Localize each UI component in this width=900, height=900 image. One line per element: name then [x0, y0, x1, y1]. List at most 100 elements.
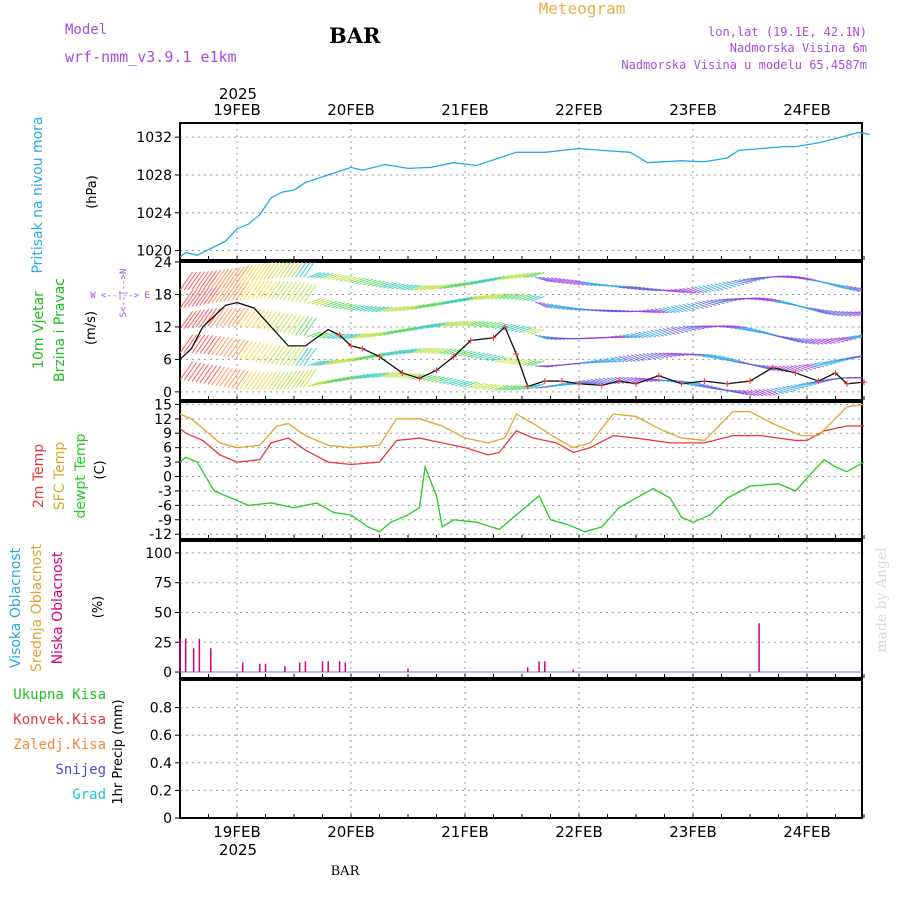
wind-barb [287, 282, 301, 301]
wind-barb [199, 335, 213, 354]
wind-barb [862, 334, 876, 335]
wind-barb [630, 287, 645, 290]
wind-barb [578, 380, 593, 385]
wind-barb [415, 347, 429, 354]
wind-barb [351, 355, 365, 362]
wind-barb [443, 378, 457, 385]
wind-barb [180, 271, 194, 291]
wind-gust-marker [576, 380, 582, 387]
wind-barb [335, 358, 349, 365]
y-tick-label: 0.6 [150, 728, 172, 744]
wind-barb [566, 278, 581, 286]
wind-barb [259, 280, 273, 300]
wind-barb [295, 262, 307, 278]
wind-barb [491, 322, 505, 329]
dewpoint-line [179, 456, 865, 533]
wind-barb [790, 365, 804, 372]
wind-barb [239, 281, 253, 300]
wind-barb [822, 309, 836, 316]
wind-barb [367, 372, 381, 379]
wind-barb [267, 311, 281, 331]
wind-barb [180, 290, 194, 309]
wind-barb [243, 371, 257, 390]
wind-barb [239, 370, 253, 390]
wind-barb [411, 284, 425, 291]
wind-barb [507, 273, 521, 280]
wind-gust-marker [558, 378, 565, 385]
wind-barb [542, 276, 557, 283]
wind-barb [586, 281, 601, 287]
wind-barb [483, 293, 497, 300]
precip-label-grad: Grad [72, 787, 106, 803]
wind-barb [367, 331, 381, 338]
wind-barb [774, 301, 789, 303]
wind-barb [191, 309, 205, 328]
wind-barb [475, 294, 489, 301]
wind-barb [251, 280, 265, 300]
wind-barb [347, 304, 361, 311]
wind-barb [347, 374, 361, 381]
precip-unit: 1hr Precip (mm) [111, 699, 126, 804]
wind-barb [594, 359, 609, 363]
wind-barb [670, 305, 684, 313]
wind-barb [554, 304, 569, 311]
y-tick-label: -3 [158, 484, 172, 500]
wind-barb [323, 359, 337, 366]
wind-barb [530, 271, 545, 278]
wind-barb [231, 307, 245, 327]
wind-barb [702, 300, 717, 306]
wind-barb [538, 335, 553, 341]
wind-barb [730, 280, 745, 286]
wind-barb [479, 277, 493, 284]
wind-barb [455, 350, 469, 356]
wind-barb [255, 343, 269, 362]
wind-barb [199, 364, 213, 384]
wind-barb [518, 272, 533, 279]
wind-barb [858, 287, 862, 290]
wind-barb [311, 298, 325, 305]
wind-barb [339, 303, 353, 310]
wind-barb [299, 317, 313, 336]
wind-barb [558, 277, 572, 285]
wind-barb [842, 284, 856, 292]
wind-barb [351, 277, 365, 284]
wind-barb [826, 309, 840, 317]
wind-barb [183, 289, 198, 309]
temp-label-sfc: SFC Temp [52, 442, 68, 511]
wind-barb [718, 358, 733, 360]
wind-barb [738, 279, 753, 283]
wind-barb [219, 268, 233, 287]
wind-barb [654, 308, 669, 314]
wind-barb [231, 369, 245, 389]
wind-barb [487, 322, 501, 328]
temp-label-dew: dewpt Temp [73, 433, 89, 518]
wind-barb [359, 354, 373, 361]
wind-barb [790, 336, 804, 344]
wind-barb [483, 354, 497, 361]
wind-barb [459, 296, 473, 303]
wind-barb [267, 280, 281, 300]
wind-barb [363, 306, 377, 312]
wind-barb [698, 301, 713, 308]
wind-barb [722, 298, 737, 302]
wind-barb [447, 282, 461, 289]
wind-barb [335, 333, 349, 340]
wind-barb [702, 285, 716, 293]
wind-barb [347, 333, 361, 340]
wind-barb [435, 284, 449, 290]
wind-gust-marker [348, 342, 354, 349]
footer-station: BAR [331, 864, 361, 879]
wind-barb [846, 311, 860, 317]
wind-barb [291, 370, 305, 389]
wind-barb [359, 305, 373, 312]
wind-barb [698, 325, 713, 328]
wind-barb [183, 271, 198, 291]
wind-barb [662, 307, 677, 314]
wind-barb [407, 284, 421, 291]
wind-barb [698, 285, 712, 293]
wind-barb [822, 361, 837, 364]
wind-barb [754, 389, 768, 397]
wind-barb [662, 352, 677, 357]
wind-barb [247, 280, 261, 300]
wind-barb [431, 322, 445, 329]
